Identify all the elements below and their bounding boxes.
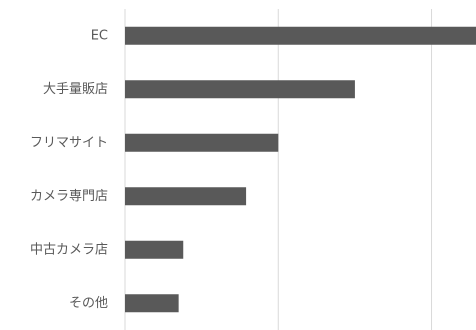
y-tick-label: 中古カメラ店 bbox=[30, 242, 108, 257]
y-tick-label: EC bbox=[91, 28, 108, 43]
bar bbox=[125, 26, 476, 45]
y-tick-label: フリマサイト bbox=[30, 135, 108, 150]
bar bbox=[125, 187, 247, 206]
bar bbox=[125, 133, 279, 152]
bar bbox=[125, 240, 184, 259]
bar bbox=[125, 80, 355, 99]
y-tick-label: その他 bbox=[69, 296, 108, 311]
bar bbox=[125, 294, 179, 313]
y-tick-label: カメラ専門店 bbox=[30, 189, 108, 204]
y-tick-label: 大手量販店 bbox=[43, 82, 108, 97]
